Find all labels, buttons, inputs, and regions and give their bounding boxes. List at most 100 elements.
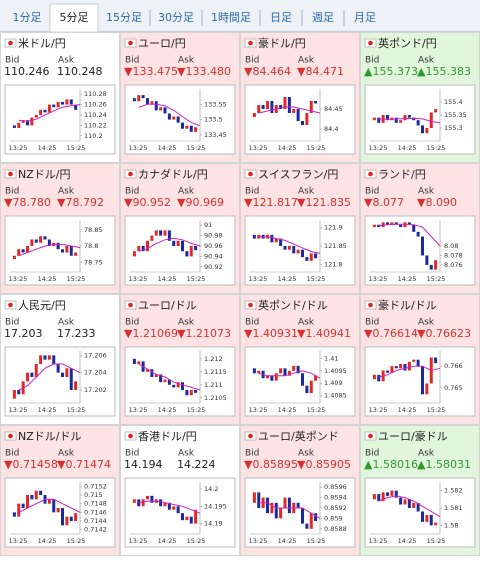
tab[interactable]: 5分足 [60,11,89,24]
pair-name: ランド/円 [378,168,426,181]
flag-icon-mark [248,302,253,308]
candle [176,382,180,388]
tab[interactable]: 1分足 [13,11,42,24]
tab[interactable]: 1時間足 [211,11,251,24]
currency-tile[interactable]: NZドル/円 Bid Ask ▼78.780 ▼78.792 78.85 78.8 78.75… [0,163,120,294]
candle [30,239,34,246]
flag-icon-mark [368,171,373,177]
tab[interactable]: 週足 [312,11,334,24]
candle [159,230,163,236]
candle [43,236,47,240]
bid-label: Bid [365,187,379,197]
candle [30,372,34,377]
currency-tile[interactable]: ユーロ/ドル Bid Ask▼1.21069 ▼1.21073 1.212 1.2115 1… [120,294,240,425]
y-tick-label: 14.19 [204,520,223,528]
flag-icon-mark [368,40,373,46]
candle [52,499,56,513]
x-tick-label: 13:25 [9,537,28,545]
ask-price: 14.224 [177,458,216,471]
chart-frame [244,215,356,286]
candle [429,264,433,270]
y-tick-label: 84.45 [324,105,343,113]
ask-label: Ask [58,56,75,66]
currency-tile[interactable]: ユーロ/英ポンド Bid Ask▼0.85895 ▼0.85905 0.8596 0.85… [240,425,360,556]
candle [146,495,149,500]
currency-tile[interactable]: 香港ドル/円 Bid Ask 14.194 14.224 14.2 14.195 14.19 1… [120,425,240,556]
candle [163,379,167,383]
x-tick-label: 14:25 [158,537,177,545]
currency-tile[interactable]: スイスフラン/円 Bid Ask▼121.817 ▼121.835 121.9 121.8… [240,163,360,294]
candle [176,240,180,246]
x-tick-label: 13:25 [249,537,268,545]
candle [377,224,381,228]
currency-tile[interactable]: NZドル/ドル Bid Ask▼0.71458 ▼0.71474 0.71520.715… [0,425,120,556]
candle [172,116,176,120]
pair-name: 米ドル/円 [18,37,66,50]
currency-tile[interactable]: 英ポンド/円 Bid Ask▲155.373 ▲155.383 155.4 155.35 1… [360,32,480,163]
candle [185,516,189,521]
moving-average [18,363,81,391]
tab[interactable]: 日足 [270,11,292,24]
y-tick-label: 1.58 [444,521,458,529]
moving-average [138,363,201,391]
bid-label: Bid [5,56,19,66]
candle [394,366,398,369]
currency-tile[interactable]: 豪ドル/ドル Bid Ask▼0.76614 ▼0.76623 0.766 0.765 13… [360,294,480,425]
x-tick-label: 15:25 [187,406,206,414]
chart-frame [244,477,356,548]
y-tick-label: 17.202 [84,386,107,394]
moving-average [138,500,201,514]
y-tick-label: 0.7142 [84,526,107,534]
currency-tile[interactable]: ランド/円 Bid Ask ▼8.077 ▼8.090 8.088.078 8.076 13:… [360,163,480,294]
candle [429,514,433,526]
currency-tile[interactable]: ユーロ/円 Bid Ask▼133.475 ▼133.480 133.55 133.5 13… [120,32,240,163]
candle [301,121,304,125]
candle [296,502,300,508]
x-tick-label: 14:25 [158,275,177,283]
y-tick-label: 78.75 [84,258,103,266]
candle [181,240,184,252]
candle [69,99,73,105]
candle [194,246,198,251]
y-tick-label: 110.2 [84,132,103,140]
tab[interactable]: 15分足 [106,11,142,24]
candle [257,234,261,239]
bid-price: ▲1.58016 [364,458,418,471]
candle [181,382,184,390]
bid-price: ▼8.077 [364,196,404,209]
currency-tile[interactable]: 豪ドル/円 Bid Ask ▼84.464 ▼84.471 84.45 84.4 13:25 1… [240,32,360,163]
x-tick-label: 13:25 [9,406,28,414]
x-tick-label: 14:25 [398,275,417,283]
ask-price: ▼121.835 [297,196,351,209]
candle [407,115,411,118]
candle [252,234,256,239]
chart-frame [244,84,356,155]
candle [69,516,73,521]
currency-tile[interactable]: ユーロ/豪ドル Bid Ask▲1.58016 ▲1.58031 1.582 1.581 1… [360,425,480,556]
candle [399,497,403,505]
flag-icon-mark [8,302,13,308]
y-tick-label: 0.7152 [84,482,107,490]
y-tick-label: 0.8592 [324,504,347,512]
candle [434,522,438,526]
candle [386,492,389,496]
candle [283,97,287,109]
tab[interactable]: 月足 [354,11,376,24]
currency-tile[interactable]: カナダドル/円 Bid Ask ▼90.952 ▼90.969 91 90.98 90.96 9… [120,163,240,294]
currency-tile[interactable]: 人民元/円 Bid Ask 17.203 17.233 17.206 17.204 17.20… [0,294,120,425]
y-tick-label: 0.7146 [84,508,107,516]
x-tick-label: 15:25 [307,275,326,283]
candle [141,499,145,507]
candle [266,497,269,514]
bid-price: 110.246 [4,65,50,78]
x-tick-label: 13:25 [129,406,148,414]
candle [421,366,424,395]
candle [403,115,407,121]
candle [292,246,296,254]
ask-price: ▼84.471 [297,65,344,78]
currency-tile[interactable]: 米ドル/円 Bid Ask 110.246 110.248 110.28 110.26 110… [0,32,120,163]
ask-price: ▼90.969 [177,196,224,209]
currency-tile[interactable]: 英ポンド/ドル Bid Ask▼1.40931 ▼1.40941 1.41 1.4095 1… [240,294,360,425]
tab[interactable]: 30分足 [158,11,194,24]
candle [172,506,176,510]
